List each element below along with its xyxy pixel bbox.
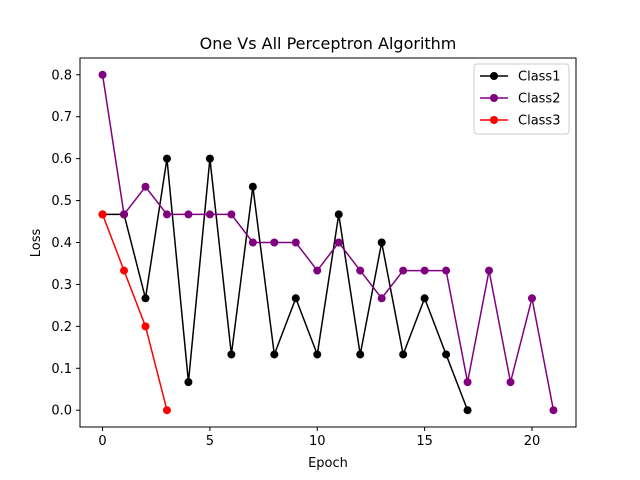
legend-box <box>473 63 570 135</box>
plot-area: 0 5 10 15 20 0.0 0.1 0.2 0.3 0.4 0.5 0.6 0.7 0.8 <box>51 57 577 449</box>
series-class2-point <box>442 266 451 275</box>
series-class1-point <box>420 294 429 303</box>
series-class2-point <box>356 266 365 275</box>
series-class2-line <box>101 74 555 411</box>
series-class1-point <box>399 350 408 359</box>
series-class1-point <box>205 154 214 163</box>
y-axis-label: Loss <box>29 229 44 258</box>
x-tick-label: 5 <box>206 434 214 449</box>
series-class3-point <box>141 322 150 331</box>
series-class1-point <box>227 350 236 359</box>
series-class1-point <box>334 210 343 219</box>
series-class3-line <box>101 214 168 411</box>
series-class1-point <box>184 378 193 387</box>
series-class1-point <box>291 294 300 303</box>
legend-class3-marker <box>490 116 498 124</box>
x-axis-label: Epoch <box>308 456 348 471</box>
series-class2-point <box>227 210 236 219</box>
x-tick-label: 15 <box>416 434 433 449</box>
series-class1-point <box>141 294 150 303</box>
x-tick-label: 0 <box>98 434 106 449</box>
series-class3-point <box>162 406 171 415</box>
y-tick-label: 0.7 <box>51 110 72 125</box>
legend-class1-label: Class1 <box>518 70 560 85</box>
series-class2-point <box>313 266 322 275</box>
series-class2-point <box>184 210 193 219</box>
series-class2-point <box>399 266 408 275</box>
series-class2-point <box>120 210 129 219</box>
series-class1-point <box>442 350 451 359</box>
series-class1-point <box>270 350 279 359</box>
legend-class2-label: Class2 <box>518 92 560 107</box>
series-class2-point <box>485 266 494 275</box>
y-tick-label: 0.8 <box>51 68 72 83</box>
series-class2-point <box>141 182 150 191</box>
series-class2-point <box>377 294 386 303</box>
legend: Class1 Class2 Class3 <box>473 63 570 135</box>
series-class1-point <box>248 182 257 191</box>
series-class2-point <box>205 210 214 219</box>
series-class1-point <box>356 350 365 359</box>
series-class2-point <box>527 294 536 303</box>
series-class1-point <box>377 238 386 247</box>
y-tick-label: 0.3 <box>51 278 72 293</box>
y-tick-label: 0.5 <box>51 194 72 209</box>
series-class1-line <box>102 157 469 411</box>
series-class2-point <box>506 378 515 387</box>
series-class2-point <box>291 238 300 247</box>
y-tick-label: 0.0 <box>51 404 72 419</box>
series-class1-point <box>313 350 322 359</box>
x-tick-label: 20 <box>524 434 541 449</box>
y-tick-label: 0.2 <box>51 320 72 335</box>
series-class2-point <box>549 406 558 415</box>
series-class3-point <box>120 266 129 275</box>
y-tick-label: 0.1 <box>51 362 72 377</box>
series-class2-point <box>270 238 279 247</box>
series-class1-point <box>463 406 472 415</box>
series-class2-point <box>463 378 472 387</box>
x-tick-label: 10 <box>309 434 326 449</box>
series-class2-point <box>334 238 343 247</box>
legend-class2-marker <box>490 94 498 102</box>
series-class1-point <box>162 154 171 163</box>
series-class3-point <box>98 210 107 219</box>
series-class2-point <box>248 238 257 247</box>
legend-class3-label: Class3 <box>518 114 560 129</box>
series-class2-point <box>98 70 107 79</box>
chart-title: One Vs All Perceptron Algorithm <box>200 34 457 53</box>
series-class2-point <box>162 210 171 219</box>
y-tick-label: 0.6 <box>51 152 72 167</box>
legend-class1-marker <box>490 72 498 80</box>
series-class2-point <box>420 266 429 275</box>
y-tick-label: 0.4 <box>51 236 72 251</box>
